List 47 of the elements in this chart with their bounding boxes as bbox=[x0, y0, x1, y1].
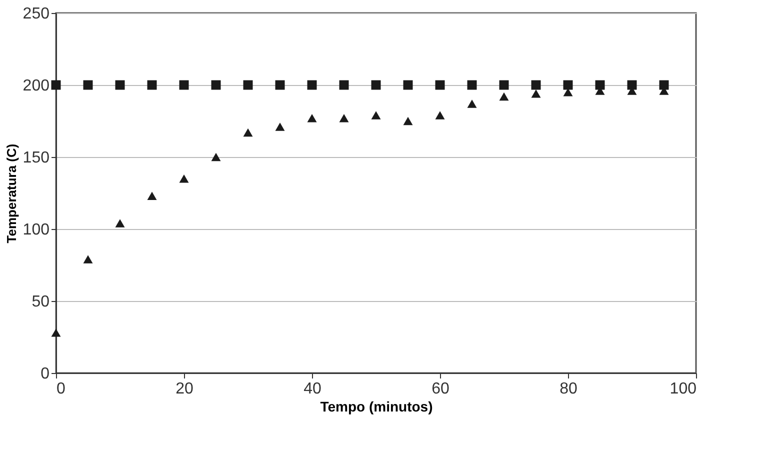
point bbox=[563, 88, 573, 96]
point bbox=[371, 111, 381, 120]
point bbox=[531, 90, 541, 98]
point bbox=[403, 116, 413, 126]
point bbox=[115, 80, 125, 90]
y-tick-label: 200 bbox=[22, 78, 50, 94]
point bbox=[371, 80, 381, 90]
point bbox=[147, 192, 157, 200]
point bbox=[531, 80, 541, 90]
y-tick-label: 100 bbox=[22, 222, 50, 238]
point bbox=[339, 80, 349, 90]
point bbox=[403, 80, 413, 90]
point bbox=[51, 328, 61, 337]
point bbox=[275, 80, 285, 90]
y-tick-label: 250 bbox=[22, 6, 50, 22]
y-tick-label: 150 bbox=[22, 150, 50, 166]
x-tick-label: 0 bbox=[56, 380, 66, 398]
point bbox=[243, 80, 253, 90]
point bbox=[467, 100, 477, 108]
point bbox=[467, 80, 477, 90]
x-axis-title: Tempo (minutos) bbox=[320, 398, 433, 414]
point bbox=[179, 174, 189, 183]
x-tick-label: 60 bbox=[432, 380, 450, 398]
point bbox=[339, 114, 349, 122]
x-tick-label: 100 bbox=[670, 380, 697, 398]
point bbox=[499, 92, 509, 101]
point bbox=[115, 219, 125, 228]
y-tick-label: 50 bbox=[32, 294, 50, 310]
x-tick-label: 40 bbox=[304, 380, 322, 398]
point bbox=[275, 122, 285, 131]
point bbox=[307, 114, 317, 122]
point bbox=[307, 80, 317, 90]
point bbox=[83, 255, 93, 264]
point bbox=[211, 152, 221, 162]
point bbox=[83, 80, 93, 90]
point bbox=[51, 80, 61, 90]
point bbox=[435, 80, 445, 90]
point bbox=[179, 80, 189, 90]
point bbox=[211, 80, 221, 90]
y-tick-label: 0 bbox=[40, 366, 50, 382]
point bbox=[147, 80, 157, 90]
point bbox=[499, 80, 509, 90]
point bbox=[243, 128, 253, 137]
x-tick-label: 20 bbox=[176, 380, 194, 398]
x-tick-label: 80 bbox=[560, 380, 578, 398]
y-axis-title: Temperatura (C) bbox=[4, 144, 19, 244]
point bbox=[435, 111, 445, 120]
